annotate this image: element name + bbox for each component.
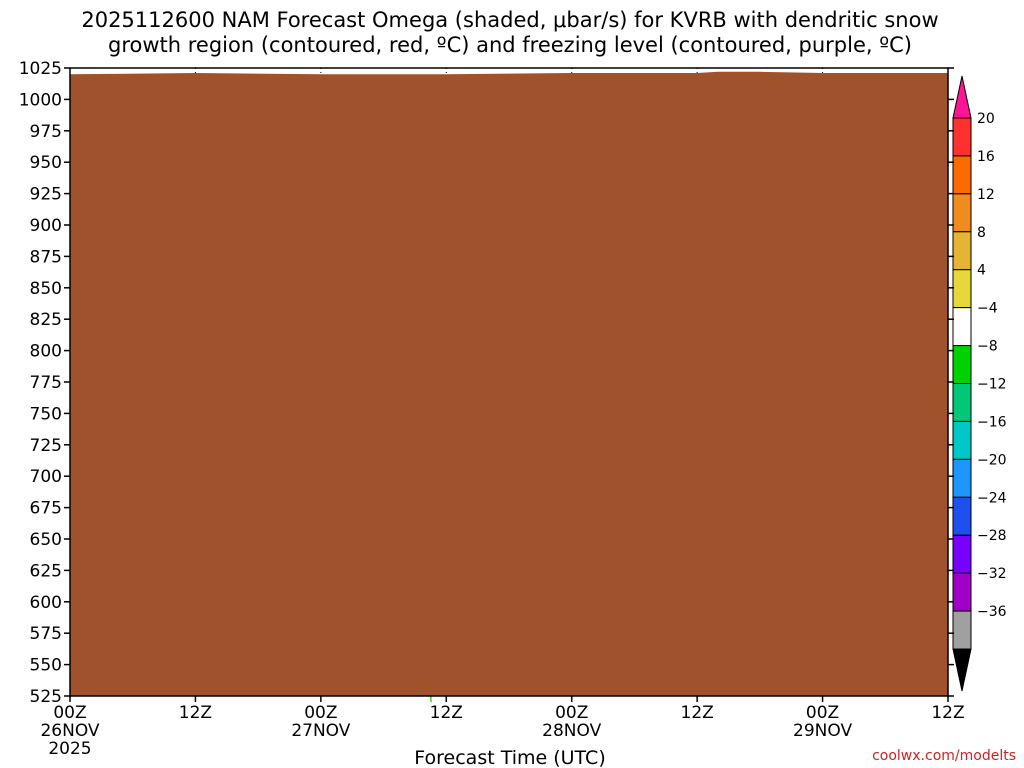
y-tick-label: 900 xyxy=(30,216,62,236)
colorbar-band xyxy=(952,345,972,385)
colorbar-band xyxy=(952,458,972,498)
x-tick-label: 00Z xyxy=(304,703,337,723)
y-tick-label: 525 xyxy=(30,687,62,707)
colorbar-label: −20 xyxy=(977,452,1007,468)
y-tick-label: 625 xyxy=(30,561,62,581)
colorbar-label: −36 xyxy=(977,604,1007,620)
x-axis-label: Forecast Time (UTC) xyxy=(414,747,605,768)
colorbar-label: 20 xyxy=(977,111,995,127)
colorbar-label: 8 xyxy=(977,225,986,241)
y-tick-label: 750 xyxy=(30,404,62,424)
colorbar-bottom-triangle xyxy=(952,648,972,692)
colorbar-band xyxy=(952,383,972,422)
y-tick-label: 675 xyxy=(30,499,62,519)
colorbar-label: −12 xyxy=(977,377,1007,393)
credit-text: coolwx.com/modelts xyxy=(872,748,1016,764)
colorbar-label: 4 xyxy=(977,263,986,279)
colorbar-band xyxy=(952,420,972,460)
colorbar-label: 16 xyxy=(977,149,995,165)
colorbar-band xyxy=(952,193,972,233)
title-line-1: 2025112600 NAM Forecast Omega (shaded, μ… xyxy=(81,8,938,32)
x-tick-label: 28NOV xyxy=(542,721,601,741)
y-tick-label: 1025 xyxy=(19,59,62,79)
y-tick-label: 775 xyxy=(30,373,62,393)
x-tick-label: 12Z xyxy=(681,703,714,723)
colorbar-label: −32 xyxy=(977,566,1007,582)
axes: 525 550 575 600 625 650 675 700 725 750 775 800 825 8… xyxy=(19,59,965,759)
y-tick-label: 600 xyxy=(30,593,62,613)
colorbar-band xyxy=(952,117,972,157)
y-tick-label: 650 xyxy=(30,530,62,550)
y-tick-label: 700 xyxy=(30,467,62,487)
y-tick-label: 975 xyxy=(30,122,62,142)
terrain-band xyxy=(70,71,948,697)
colorbar-top-triangle xyxy=(952,75,972,119)
x-tick-label: 00Z xyxy=(555,703,588,723)
colorbar-label: −16 xyxy=(977,414,1007,430)
colorbar-band xyxy=(952,610,972,650)
chart-title: 2025112600 NAM Forecast Omega (shaded, μ… xyxy=(81,8,938,57)
colorbar-label: −24 xyxy=(977,490,1007,506)
y-tick-label: 575 xyxy=(30,624,62,644)
colorbar-label: −4 xyxy=(977,301,998,317)
y-tick-label: 875 xyxy=(30,247,62,267)
colorbar-band xyxy=(952,155,972,195)
y-tick-label: 925 xyxy=(30,185,62,205)
title-line-2: growth region (contoured, red, ºC) and f… xyxy=(108,33,912,57)
y-tick-label: 800 xyxy=(30,342,62,362)
y-tick-label: 850 xyxy=(30,279,62,299)
y-tick-label: 725 xyxy=(30,436,62,456)
colorbar-label: −8 xyxy=(977,339,998,355)
y-tick-label: 950 xyxy=(30,153,62,173)
colorbar-band xyxy=(952,496,972,536)
x-tick-label: 12Z xyxy=(179,703,212,723)
x-tick-label: 00Z xyxy=(53,703,86,723)
plot-area: 00 xyxy=(69,68,949,703)
x-tick-label: 00Z xyxy=(806,703,839,723)
x-tick-label: 12Z xyxy=(430,703,463,723)
x-tick-label: 26NOV xyxy=(40,721,99,741)
colorbar-band xyxy=(952,572,972,612)
colorbar-band xyxy=(952,307,972,347)
y-tick-label: 550 xyxy=(30,656,62,676)
colorbar: 20 16 12 8 4 −4 −8 −12 −16 −20 −24 −28 −32 −36 xyxy=(952,75,1007,692)
colorbar-label: 12 xyxy=(977,187,995,203)
x-tick-label: 2025 xyxy=(48,739,91,759)
x-tick-label: 12Z xyxy=(931,703,964,723)
y-tick-label: 1000 xyxy=(19,90,62,110)
y-tick-label: 825 xyxy=(30,310,62,330)
colorbar-band xyxy=(952,534,972,574)
colorbar-band xyxy=(952,269,972,309)
colorbar-band xyxy=(952,231,972,271)
x-tick-label: 27NOV xyxy=(291,721,350,741)
colorbar-label: −28 xyxy=(977,528,1007,544)
x-tick-label: 29NOV xyxy=(793,721,852,741)
